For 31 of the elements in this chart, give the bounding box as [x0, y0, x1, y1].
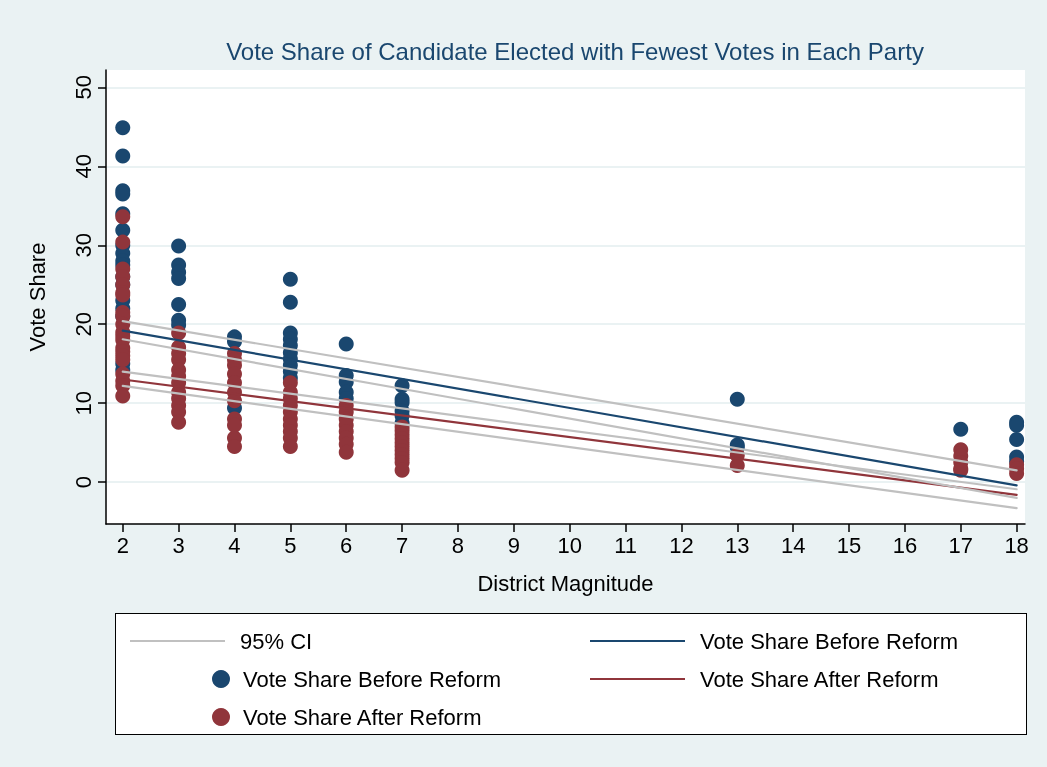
legend-label: Vote Share After Reform — [243, 704, 482, 730]
chart-title: Vote Share of Candidate Elected with Fewest Votes in Each Party — [226, 37, 924, 65]
x-tick-label: 10 — [557, 532, 582, 558]
x-tick-label: 3 — [172, 532, 185, 558]
y-axis-title: Vote Share — [24, 242, 50, 352]
legend-label: Vote Share After Reform — [700, 666, 939, 692]
x-tick-label: 7 — [395, 532, 409, 558]
y-tick-label: 50 — [70, 75, 96, 100]
y-tick-label: 30 — [70, 233, 96, 258]
x-axis-title: District Magnitude — [477, 570, 654, 596]
x-tick-label: 6 — [340, 532, 353, 558]
x-tick-label: 14 — [780, 532, 806, 558]
x-tick-label: 8 — [451, 532, 465, 558]
x-tick-label: 12 — [669, 532, 694, 558]
y-tick-label: 0 — [70, 476, 96, 489]
x-tick-label: 2 — [116, 532, 129, 558]
x-tick-label: 13 — [725, 532, 750, 558]
x-tick-label: 11 — [614, 532, 637, 558]
x-tick-label: 16 — [892, 532, 918, 558]
legend-label: 95% CI — [240, 628, 313, 654]
x-tick-label: 4 — [228, 532, 241, 558]
x-tick-label: 5 — [284, 532, 297, 558]
y-tick-label: 10 — [70, 390, 96, 416]
x-tick-label: 17 — [948, 532, 973, 558]
y-tick-label: 20 — [70, 312, 96, 337]
x-tick-label: 9 — [507, 532, 520, 558]
x-tick-label: 15 — [836, 532, 862, 558]
legend-label: Vote Share Before Reform — [243, 666, 502, 692]
x-tick-label: 18 — [1004, 532, 1029, 558]
legend-label: Vote Share Before Reform — [700, 628, 959, 654]
y-tick-label: 40 — [70, 154, 96, 179]
